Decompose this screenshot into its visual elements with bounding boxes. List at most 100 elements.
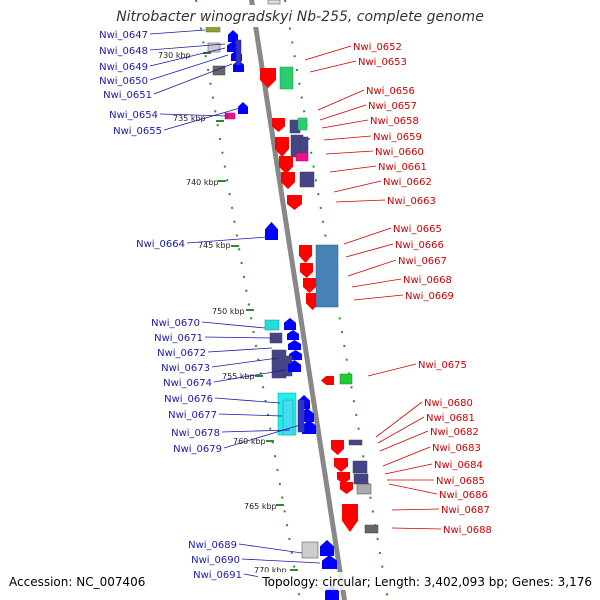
gene-feature[interactable]: [353, 473, 369, 485]
gene-feature[interactable]: [235, 39, 242, 66]
gene-arrow-forward[interactable]: [288, 340, 301, 350]
gene-feature[interactable]: [282, 399, 294, 436]
gene-arrow-reverse[interactable]: [281, 172, 295, 189]
gene-arrow-forward[interactable]: [288, 360, 301, 372]
left-label-connector: [238, 543, 303, 554]
gene-feature[interactable]: [299, 136, 309, 156]
gene-arrow-forward[interactable]: [320, 540, 334, 556]
gene-feature[interactable]: [297, 117, 308, 131]
gene-arrow-reverse[interactable]: [342, 504, 358, 532]
gene-arrow-forward[interactable]: [265, 222, 278, 240]
gene-label-right: Nwi_0668: [403, 275, 452, 286]
right-label-connector: [343, 227, 392, 245]
right-label-connector: [377, 416, 425, 444]
gene-label-left: Nwi_0673: [161, 363, 210, 374]
gene-feature[interactable]: [299, 171, 315, 188]
gene-label-left: Nwi_0672: [157, 348, 206, 359]
gene-feature[interactable]: [301, 541, 319, 559]
gene-arrow-reverse[interactable]: [321, 376, 334, 385]
topology-text: Topology: circular; Length: 3,402,093 bp…: [261, 575, 592, 589]
gene-arrow-forward[interactable]: [228, 30, 238, 42]
kbp-tick-label: 760 kbp: [233, 437, 266, 446]
gene-label-left: Nwi_0689: [188, 540, 237, 551]
gene-label-left: Nwi_0677: [168, 410, 217, 421]
left-label-connector: [149, 43, 226, 51]
gene-arrow-forward[interactable]: [287, 330, 299, 340]
gene-feature[interactable]: [264, 319, 280, 331]
gene-arrow-reverse[interactable]: [303, 278, 316, 293]
gene-arrow-reverse[interactable]: [334, 458, 348, 472]
gene-arrow-forward[interactable]: [238, 102, 248, 114]
gene-feature[interactable]: [348, 439, 363, 446]
gene-feature[interactable]: [297, 399, 305, 433]
gene-arrow-reverse[interactable]: [299, 245, 312, 263]
gene-label-right: Nwi_0675: [418, 360, 467, 371]
gene-feature[interactable]: [267, 0, 281, 5]
gene-arrow-reverse[interactable]: [331, 440, 344, 455]
right-label-connector: [375, 401, 423, 438]
left-label-connector: [149, 29, 206, 35]
gene-arrow-reverse[interactable]: [275, 137, 289, 157]
gene-feature[interactable]: [356, 483, 372, 495]
genome-backbone: [249, 0, 347, 600]
gene-label-left: Nwi_0664: [136, 239, 185, 250]
gene-arrow-reverse[interactable]: [272, 118, 285, 132]
right-label-connector: [329, 165, 377, 173]
gene-feature[interactable]: [295, 152, 309, 162]
accession-backdrop: [6, 572, 154, 590]
gene-arrow-reverse[interactable]: [337, 472, 350, 484]
left-label-connector: [218, 413, 283, 417]
gene-label-right: Nwi_0661: [378, 162, 427, 173]
gene-feature[interactable]: [279, 66, 294, 90]
kbp-tick-label: 770 kbp: [254, 566, 287, 575]
gene-label-left: Nwi_0651: [103, 90, 152, 101]
gene-arrow-reverse[interactable]: [340, 482, 353, 494]
gene-feature[interactable]: [212, 65, 226, 76]
gene-label-left: Nwi_0648: [99, 46, 148, 57]
right-label-connector: [345, 243, 394, 258]
gene-feature[interactable]: [315, 244, 339, 308]
gene-label-right: Nwi_0660: [375, 147, 424, 158]
right-label-connector: [391, 508, 440, 511]
gene-label-right: Nwi_0663: [387, 196, 436, 207]
right-label-connector: [379, 430, 429, 452]
right-label-connector: [384, 463, 433, 475]
gene-arrow-forward[interactable]: [322, 555, 337, 569]
gene-label-right: Nwi_0681: [426, 413, 475, 424]
gene-feature[interactable]: [339, 373, 353, 385]
kbp-tick-label: 730 kbp: [158, 51, 191, 60]
left-label-connector: [211, 357, 279, 368]
left-label-connector: [149, 47, 226, 67]
right-label-connector: [388, 483, 438, 495]
gene-arrow-forward[interactable]: [302, 420, 316, 434]
gene-feature[interactable]: [352, 460, 368, 474]
kbp-tick-label: 750 kbp: [212, 307, 245, 316]
gene-label-right: Nwi_0684: [434, 460, 483, 471]
gene-arrow-forward[interactable]: [284, 318, 296, 330]
gene-label-right: Nwi_0685: [436, 476, 485, 487]
kbp-tick-label: 755 kbp: [222, 372, 255, 381]
gene-feature[interactable]: [207, 42, 221, 53]
gene-arrow-reverse[interactable]: [287, 195, 302, 210]
gene-label-right: Nwi_0667: [398, 256, 447, 267]
left-label-connector: [201, 321, 266, 329]
right-label-connector: [317, 89, 365, 111]
gene-label-right: Nwi_0656: [366, 86, 415, 97]
right-label-connector: [304, 45, 352, 61]
left-label-connector: [204, 336, 273, 339]
gene-label-left: Nwi_0649: [99, 62, 148, 73]
gene-arrow-reverse[interactable]: [300, 263, 313, 278]
kbp-tick-label: 735 kbp: [173, 114, 206, 123]
right-label-connector: [382, 446, 431, 467]
gene-arrow-reverse[interactable]: [279, 156, 293, 174]
left-label-connector: [241, 558, 321, 564]
left-label-connector: [207, 347, 273, 353]
accession-text: Accession: NC_007406: [9, 575, 145, 589]
gene-label-right: Nwi_0669: [405, 291, 454, 302]
gene-label-left: Nwi_0654: [109, 110, 158, 121]
gene-arrow-reverse[interactable]: [260, 68, 276, 88]
gene-label-left: Nwi_0670: [151, 318, 200, 329]
gene-label-right: Nwi_0686: [439, 490, 488, 501]
gene-feature[interactable]: [364, 524, 379, 534]
title-backdrop: [116, 5, 484, 27]
